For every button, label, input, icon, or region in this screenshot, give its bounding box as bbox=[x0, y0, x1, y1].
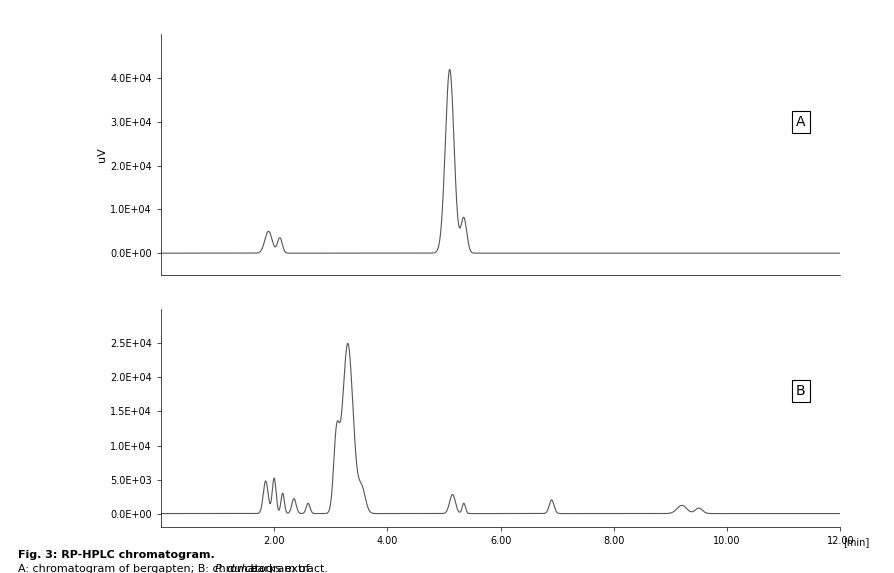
Y-axis label: uV: uV bbox=[97, 147, 107, 162]
Text: A: chromatogram of bergapten; B: chromatogram of: A: chromatogram of bergapten; B: chromat… bbox=[18, 564, 313, 573]
Text: P. dulce: P. dulce bbox=[215, 564, 257, 573]
Text: B: B bbox=[796, 384, 805, 398]
Text: [min]: [min] bbox=[843, 537, 870, 547]
Text: A: A bbox=[796, 115, 805, 129]
Text: barks extract.: barks extract. bbox=[247, 564, 328, 573]
Text: Fig. 3: RP-HPLC chromatogram.: Fig. 3: RP-HPLC chromatogram. bbox=[18, 550, 215, 560]
